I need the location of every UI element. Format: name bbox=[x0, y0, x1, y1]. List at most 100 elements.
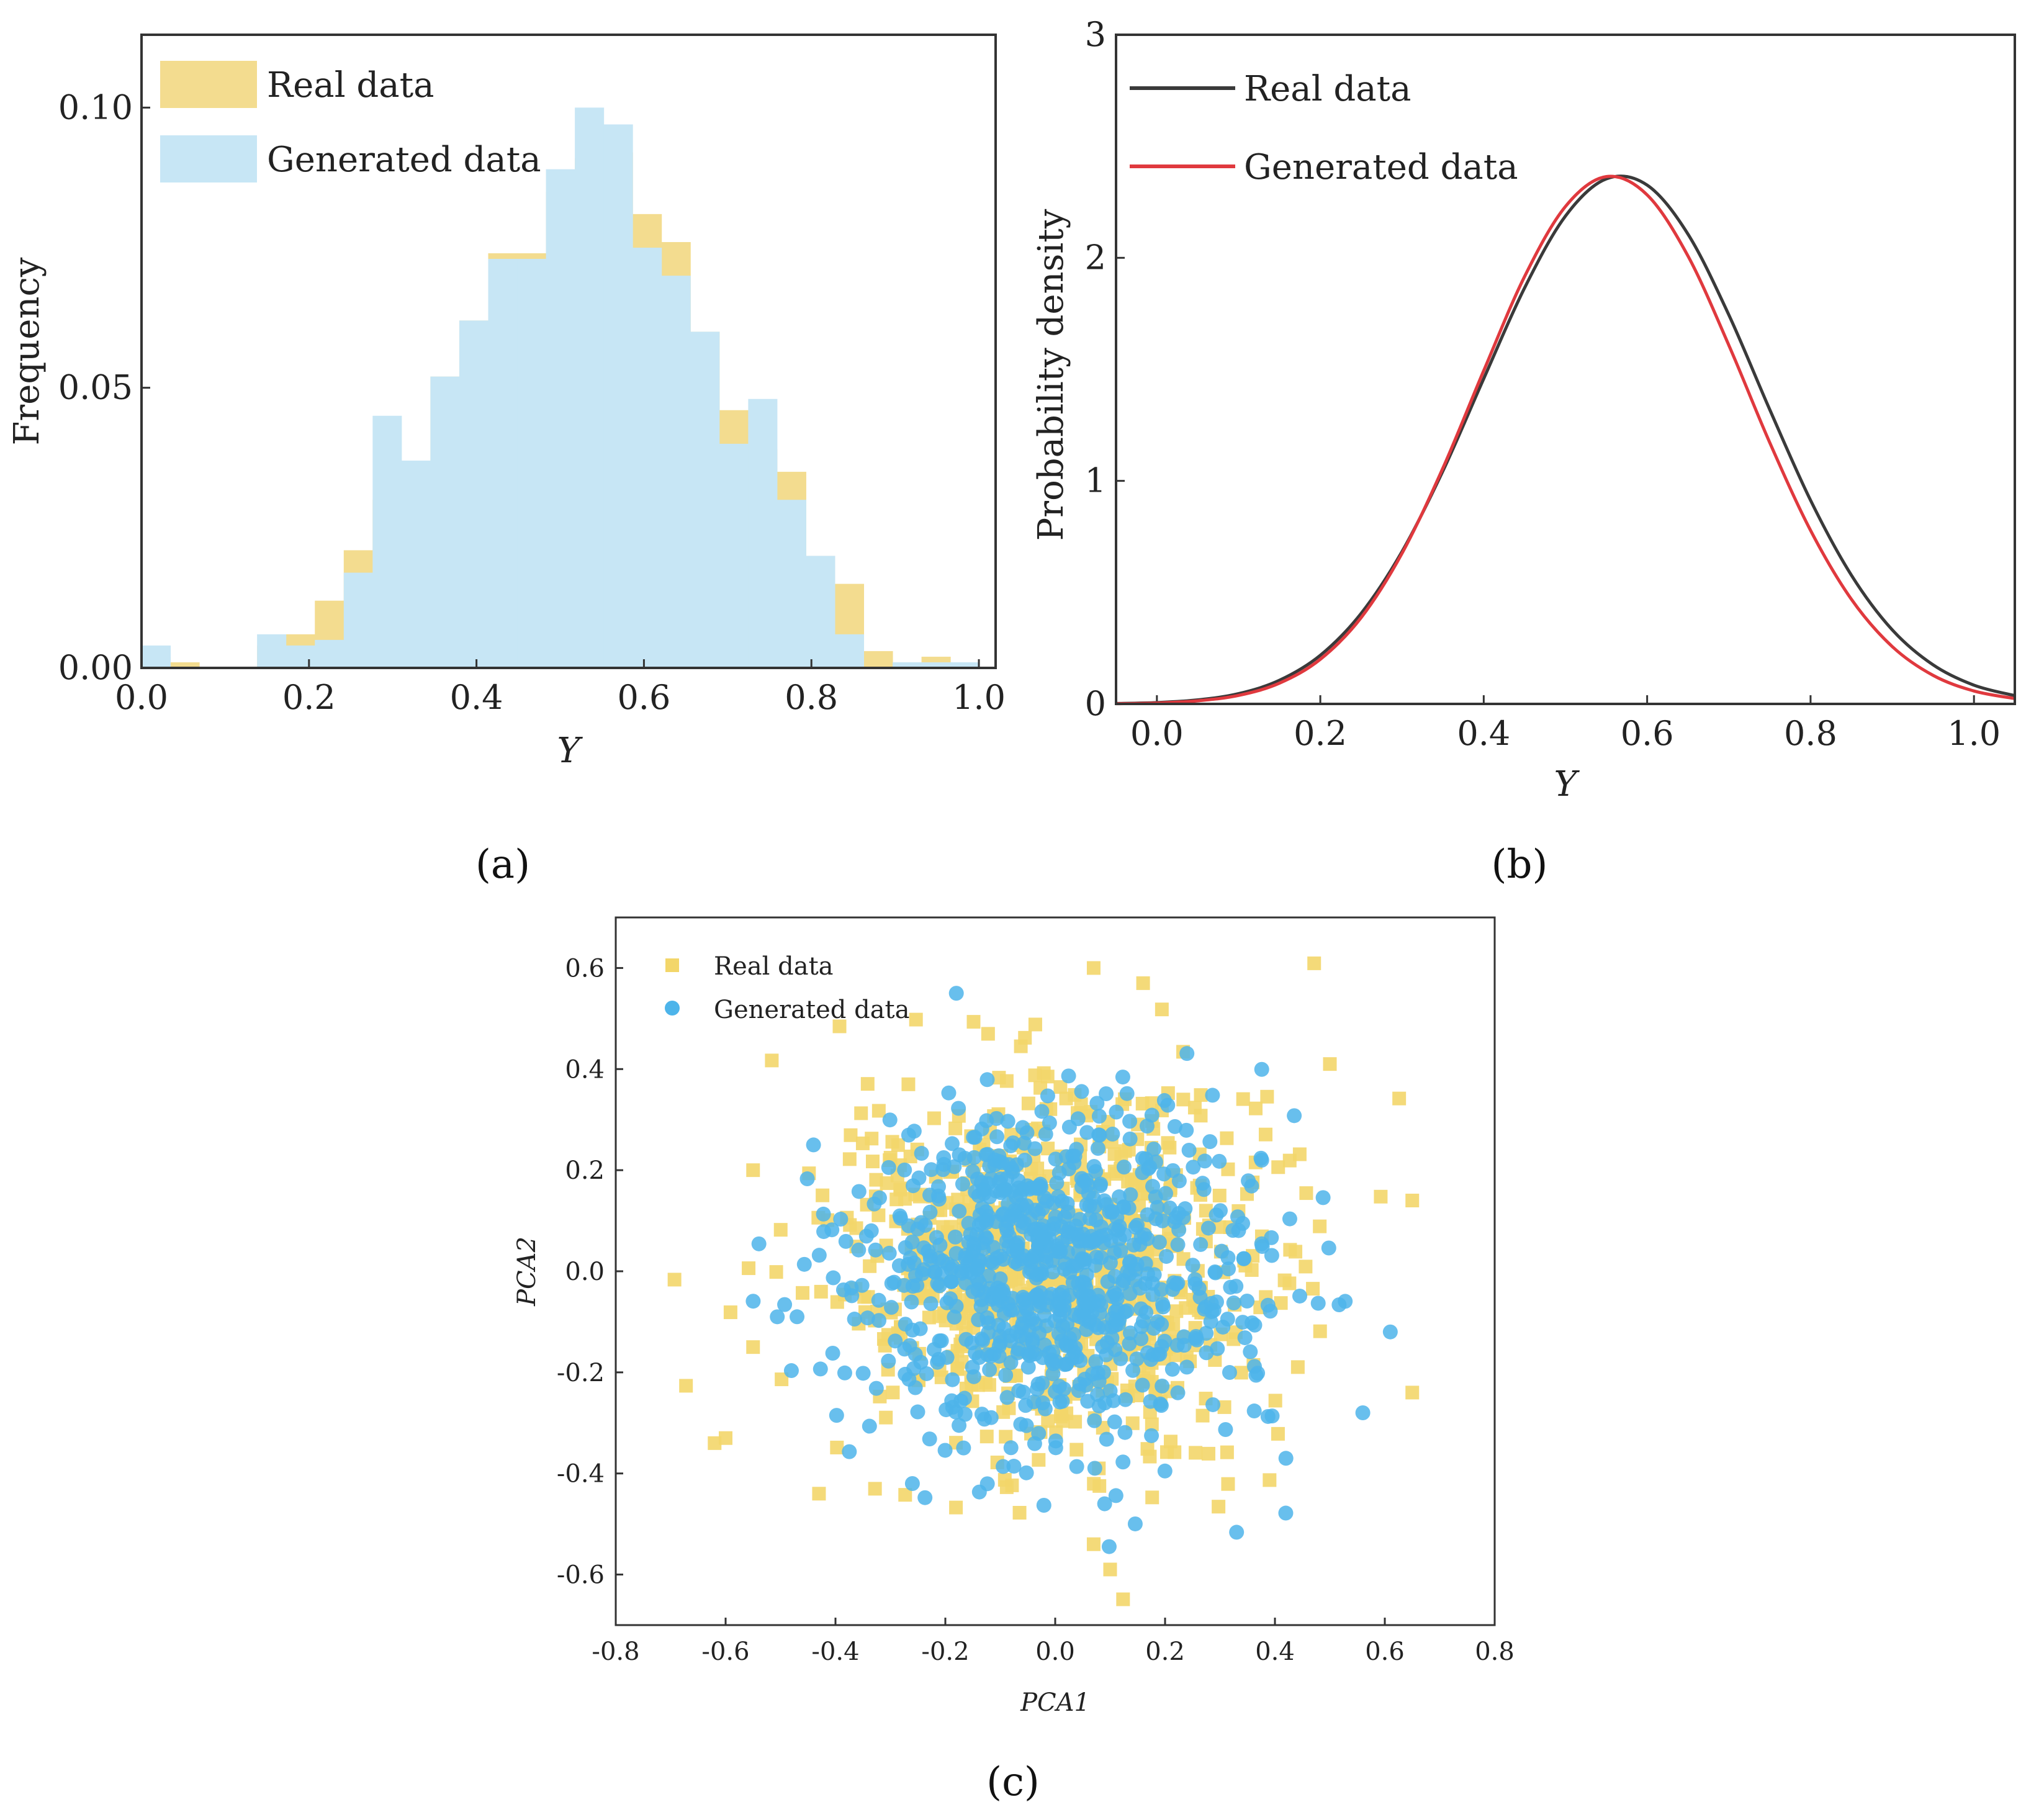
scatter-point-generated bbox=[932, 1333, 947, 1349]
scatter-point-generated bbox=[1246, 1403, 1262, 1419]
panel-a-label: (a) bbox=[475, 842, 530, 888]
panel-a-axes: 0.0 0.2 0.4 0.6 0.8 1.0 0.00 0.05 0.10 bbox=[58, 88, 1006, 717]
histogram-bar-generated bbox=[690, 331, 720, 668]
scatter-point-real bbox=[746, 1340, 760, 1354]
scatter-point-generated bbox=[1254, 1061, 1269, 1077]
scatter-point-generated bbox=[1020, 1359, 1036, 1375]
scatter-point-generated bbox=[1078, 1281, 1094, 1296]
scatter-point-generated bbox=[966, 1130, 981, 1145]
scatter-point-generated bbox=[881, 1353, 896, 1369]
scatter-point-real bbox=[949, 1500, 963, 1515]
scatter-point-generated bbox=[1164, 1361, 1180, 1377]
scatter-point-generated bbox=[1043, 1353, 1059, 1368]
scatter-point-real bbox=[865, 1155, 880, 1169]
scatter-point-real bbox=[812, 1487, 826, 1501]
histogram-bar-generated bbox=[459, 320, 488, 668]
y-tick-label: 2 bbox=[1085, 238, 1106, 277]
scatter-point-real bbox=[1227, 1332, 1241, 1346]
scatter-point-real bbox=[796, 1286, 810, 1300]
x-tick-label: 1.0 bbox=[952, 678, 1006, 717]
scatter-point-real bbox=[1059, 1091, 1073, 1106]
scatter-point-generated bbox=[904, 1294, 919, 1310]
scatter-point-real bbox=[1313, 1219, 1327, 1233]
scatter-point-generated bbox=[796, 1256, 812, 1272]
scatter-point-real bbox=[723, 1305, 737, 1320]
scatter-point-generated bbox=[941, 1085, 957, 1101]
scatter-point-real bbox=[1136, 976, 1150, 990]
scatter-point-generated bbox=[914, 1146, 929, 1161]
scatter-point-generated bbox=[1179, 1122, 1194, 1138]
scatter-point-generated bbox=[1061, 1068, 1076, 1084]
scatter-point-real bbox=[1217, 1400, 1231, 1414]
scatter-point-generated bbox=[1154, 1317, 1169, 1332]
scatter-point-real bbox=[1187, 1101, 1202, 1115]
scatter-point-real bbox=[1116, 1592, 1130, 1606]
scatter-point-real bbox=[814, 1284, 828, 1299]
scatter-point-generated bbox=[998, 1367, 1014, 1383]
scatter-point-generated bbox=[881, 1245, 897, 1261]
histogram-bar-real bbox=[863, 651, 893, 668]
scatter-point-generated bbox=[1170, 1237, 1186, 1253]
scatter-point-generated bbox=[1204, 1295, 1219, 1311]
panel-a: 0.0 0.2 0.4 0.6 0.8 1.0 0.00 0.05 0.10 Real data… bbox=[7, 34, 1006, 888]
x-tick-label: 0.6 bbox=[1621, 714, 1674, 753]
scatter-point-generated bbox=[816, 1206, 831, 1222]
scatter-point-generated bbox=[745, 1294, 761, 1309]
scatter-point-generated bbox=[1250, 1366, 1266, 1381]
scatter-point-generated bbox=[813, 1361, 828, 1377]
scatter-point-generated bbox=[987, 1152, 1002, 1168]
scatter-point-real bbox=[832, 1019, 847, 1034]
scatter-point-generated bbox=[1205, 1088, 1220, 1103]
density-line-generated bbox=[1115, 174, 2015, 706]
scatter-point-real bbox=[1145, 1490, 1159, 1505]
scatter-point-generated bbox=[911, 1170, 927, 1186]
scatter-point-generated bbox=[1037, 1230, 1052, 1246]
scatter-point-real bbox=[880, 1176, 894, 1191]
scatter-point-real bbox=[901, 1077, 916, 1091]
scatter-point-generated bbox=[1152, 1346, 1168, 1362]
scatter-point-generated bbox=[1119, 1303, 1135, 1318]
scatter-point-generated bbox=[932, 1237, 948, 1253]
scatter-point-real bbox=[854, 1106, 868, 1120]
scatter-point-generated bbox=[1024, 1345, 1040, 1360]
scatter-point-generated bbox=[1212, 1153, 1227, 1169]
legend-c-label-real: Real data bbox=[714, 952, 834, 981]
scatter-point-real bbox=[1055, 1407, 1069, 1421]
scatter-point-generated bbox=[858, 1228, 874, 1244]
scatter-point-generated bbox=[1069, 1459, 1084, 1474]
histogram-bar-generated bbox=[315, 639, 344, 668]
x-tick-label: -0.8 bbox=[592, 1638, 639, 1666]
scatter-point-generated bbox=[1090, 1141, 1105, 1156]
histogram-bar-generated bbox=[372, 415, 402, 668]
scatter-point-generated bbox=[1071, 1309, 1087, 1325]
scatter-point-generated bbox=[1382, 1324, 1398, 1340]
scatter-point-real bbox=[1263, 1473, 1277, 1487]
scatter-point-generated bbox=[910, 1404, 925, 1420]
scatter-point-generated bbox=[1070, 1111, 1086, 1127]
scatter-point-generated bbox=[1278, 1451, 1294, 1466]
scatter-point-generated bbox=[884, 1276, 899, 1291]
y-tick-label: 0.10 bbox=[58, 88, 133, 127]
scatter-point-generated bbox=[1355, 1405, 1371, 1420]
y-tick-label: 0.4 bbox=[565, 1055, 605, 1084]
scatter-point-generated bbox=[1087, 1413, 1102, 1428]
scatter-point-generated bbox=[1018, 1300, 1033, 1315]
scatter-point-generated bbox=[1049, 1175, 1065, 1191]
scatter-point-generated bbox=[1230, 1209, 1245, 1225]
y-tick-label: 1 bbox=[1085, 461, 1106, 500]
scatter-point-generated bbox=[1167, 1119, 1182, 1134]
histogram-bar-real bbox=[170, 662, 200, 668]
histogram-bar-generated bbox=[748, 399, 778, 668]
scatter-point-real bbox=[1289, 1245, 1303, 1259]
scatter-point-generated bbox=[1214, 1243, 1230, 1259]
scatter-point-generated bbox=[1244, 1178, 1259, 1194]
scatter-point-generated bbox=[1052, 1394, 1068, 1410]
histogram-bar-generated bbox=[142, 645, 171, 668]
scatter-point-generated bbox=[1193, 1237, 1209, 1252]
scatter-point-generated bbox=[1245, 1315, 1260, 1331]
scatter-point-generated bbox=[1107, 1222, 1123, 1237]
panel-c-ylabel: PCA2 bbox=[513, 1237, 541, 1307]
scatter-point-generated bbox=[1109, 1104, 1124, 1120]
scatter-point-generated bbox=[1027, 1436, 1042, 1451]
scatter-point-real bbox=[955, 1354, 969, 1369]
